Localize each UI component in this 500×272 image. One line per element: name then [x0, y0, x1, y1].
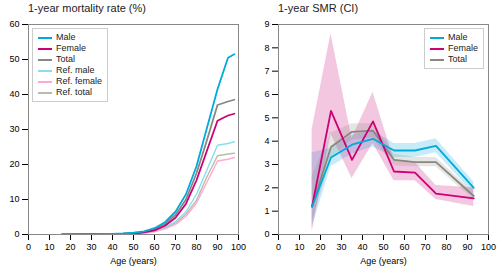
svg-text:20: 20: [9, 159, 19, 169]
svg-text:60: 60: [399, 242, 409, 252]
svg-text:0: 0: [276, 242, 281, 252]
svg-text:0: 0: [14, 229, 19, 239]
html-text:Total: Total: [448, 54, 467, 64]
html-text:Ref. total: Ref. total: [56, 87, 92, 97]
svg-text:90: 90: [212, 242, 222, 252]
svg-text:50: 50: [9, 54, 19, 64]
svg-text:40: 40: [9, 89, 19, 99]
svg-text:60: 60: [9, 19, 19, 29]
html-text:Female: Female: [56, 43, 86, 53]
html-text:1-year SMR (CI): 1-year SMR (CI): [278, 2, 359, 14]
html-text:Male: Male: [56, 32, 76, 42]
svg-text:80: 80: [441, 242, 451, 252]
svg-text:70: 70: [170, 242, 180, 252]
svg-text:Age (years): Age (years): [360, 256, 407, 266]
svg-text:9: 9: [264, 19, 269, 29]
html-text:Ref. male: Ref. male: [56, 65, 95, 75]
svg-text:4: 4: [264, 136, 269, 146]
svg-text:1: 1: [264, 206, 269, 216]
html-text:1-year mortality rate (%): 1-year mortality rate (%): [28, 2, 146, 14]
html-text:Total: Total: [56, 54, 75, 64]
html-text:Female: Female: [448, 43, 478, 53]
svg-text:0: 0: [264, 229, 269, 239]
svg-text:90: 90: [462, 242, 472, 252]
svg-text:40: 40: [357, 242, 367, 252]
svg-text:20: 20: [315, 242, 325, 252]
svg-text:0: 0: [26, 242, 31, 252]
svg-text:30: 30: [336, 242, 346, 252]
svg-text:6: 6: [264, 89, 269, 99]
svg-text:30: 30: [9, 124, 19, 134]
svg-text:60: 60: [149, 242, 159, 252]
svg-text:80: 80: [191, 242, 201, 252]
svg-text:70: 70: [420, 242, 430, 252]
svg-text:100: 100: [231, 242, 246, 252]
svg-text:3: 3: [264, 159, 269, 169]
svg-text:10: 10: [294, 242, 304, 252]
svg-text:20: 20: [65, 242, 75, 252]
svg-text:50: 50: [128, 242, 138, 252]
svg-text:40: 40: [107, 242, 117, 252]
svg-text:Age (years): Age (years): [110, 256, 157, 266]
html-text:Ref. female: Ref. female: [56, 76, 102, 86]
svg-text:2: 2: [264, 183, 269, 193]
svg-text:5: 5: [264, 113, 269, 123]
svg-text:50: 50: [378, 242, 388, 252]
html-text:Male: Male: [448, 32, 468, 42]
svg-text:7: 7: [264, 66, 269, 76]
svg-text:10: 10: [44, 242, 54, 252]
svg-text:100: 100: [481, 242, 496, 252]
svg-text:8: 8: [264, 43, 269, 53]
svg-text:10: 10: [9, 194, 19, 204]
svg-text:30: 30: [86, 242, 96, 252]
